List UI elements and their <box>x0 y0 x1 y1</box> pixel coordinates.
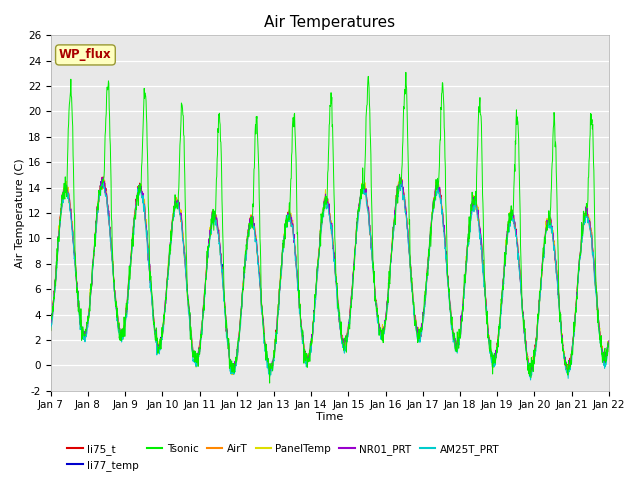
X-axis label: Time: Time <box>316 412 344 422</box>
Legend: li75_t, li77_temp, Tsonic, AirT, PanelTemp, NR01_PRT, AM25T_PRT: li75_t, li77_temp, Tsonic, AirT, PanelTe… <box>63 439 503 475</box>
Y-axis label: Air Temperature (C): Air Temperature (C) <box>15 158 25 268</box>
Text: WP_flux: WP_flux <box>59 48 112 61</box>
Title: Air Temperatures: Air Temperatures <box>264 15 396 30</box>
